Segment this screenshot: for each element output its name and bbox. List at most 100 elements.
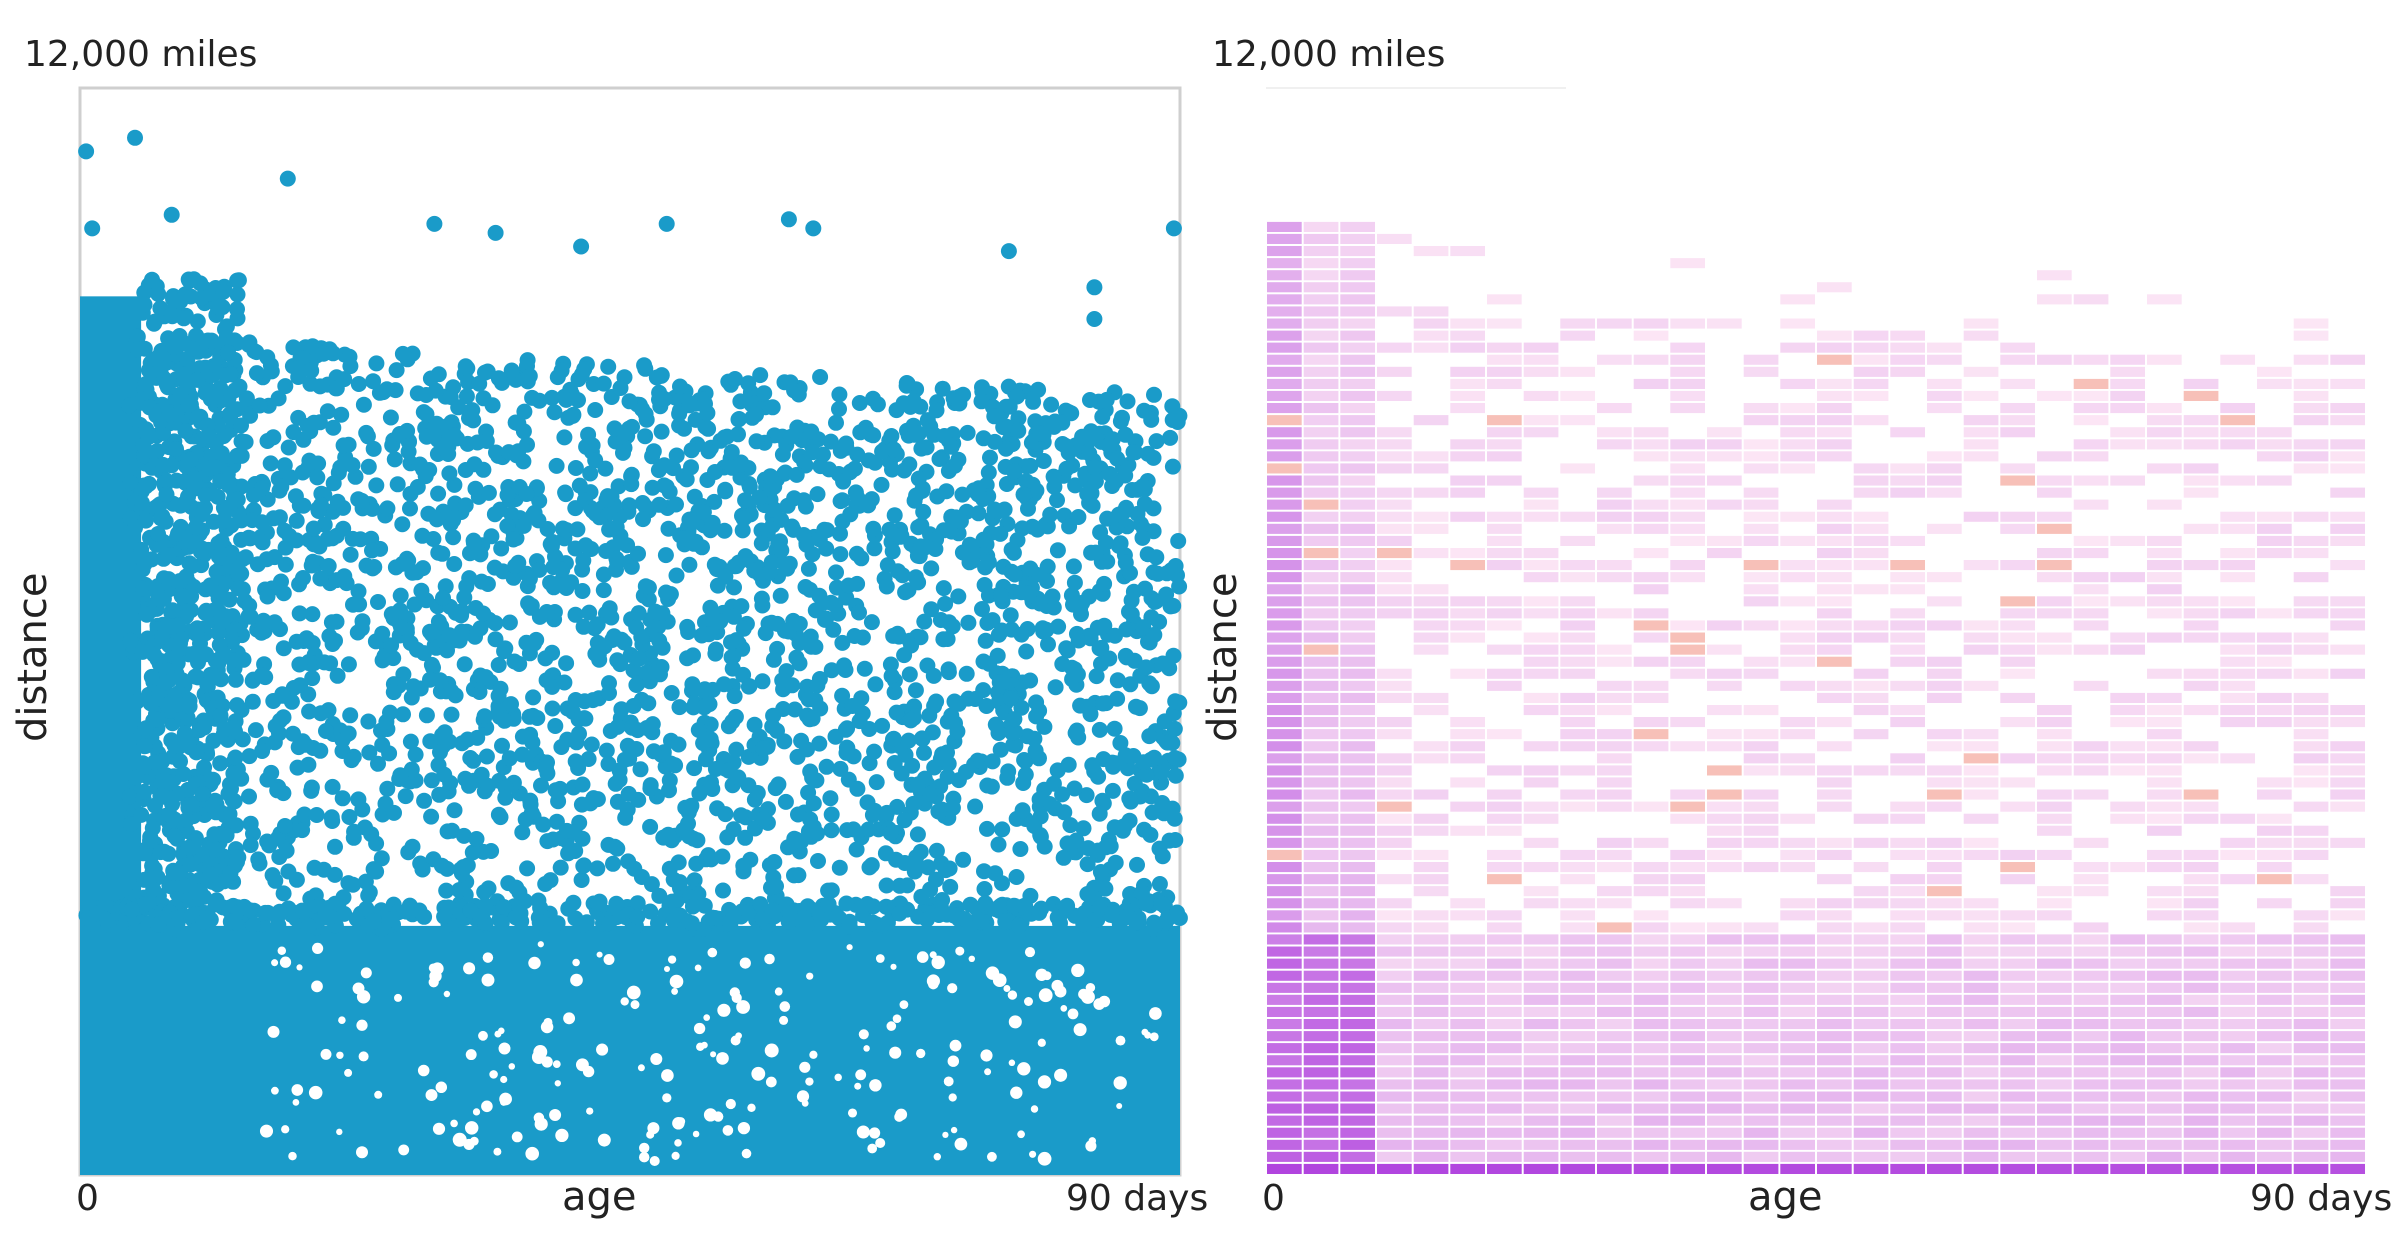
heatmap-cell [1340,668,1375,679]
scatter-point [163,206,180,223]
scatter-point [217,321,233,338]
scatter-band-gap [597,1133,611,1147]
scatter-point [935,580,952,597]
heatmap-cell [1927,596,1962,607]
scatter-band-gap [856,1125,870,1139]
heatmap-cell [2330,970,2365,981]
heatmap-cell [2220,560,2255,571]
scatter-point [194,506,210,523]
heatmap-cell [2220,1006,2255,1017]
heatmap-cell [1340,705,1375,716]
scatter-point [1000,243,1017,260]
heatmap-cell [2073,584,2109,595]
heatmap-cell [2073,1067,2109,1078]
scatter-band-gap [291,1084,304,1096]
heatmap-cell [2257,1103,2292,1114]
heatmap-cell [2073,1031,2109,1042]
scatter-point [222,776,238,793]
scatter-point [327,838,343,855]
heatmap-cell [1413,958,1449,969]
heatmap-cell [1817,511,1852,522]
heatmap-cell [1853,970,1889,981]
scatter-band-gap [1116,1102,1123,1110]
scatter-point [668,567,685,584]
heatmap-cell [2220,1163,2255,1174]
heatmap-cell [1377,668,1412,679]
heatmap-cell [2220,1031,2255,1042]
heatmap-cell [2330,837,2365,848]
heatmap-cell [1267,499,1302,510]
heatmap-cell [1927,475,1962,486]
heatmap-cell [1707,1031,1742,1042]
heatmap-cell [2293,837,2329,848]
scatter-point [859,896,876,912]
heatmap-cell [1377,692,1412,703]
scatter-point [791,655,808,672]
heatmap-cell [1450,801,1485,812]
scatter-point [538,672,555,689]
heatmap-cell [1377,837,1412,848]
heatmap-cell [2110,1151,2145,1162]
heatmap-cell [1523,560,1559,571]
scatter-point [1167,767,1184,784]
heatmap-cell [1890,874,1925,885]
scatter-band-gap [894,1111,905,1122]
heatmap-cell [1597,849,1632,860]
scatter-point [553,739,570,755]
heatmap-cell [1560,1019,1595,1030]
scatter-point [480,484,497,501]
heatmap-cell [1303,1127,1339,1138]
scatter-point [379,500,396,517]
scatter-point [668,447,685,464]
heatmap-cell [1303,560,1339,571]
scatter-band-gap [875,954,885,963]
heatmap-cell [1890,1115,1925,1126]
heatmap-cell [1523,1163,1559,1174]
heatmap-cell [2073,982,2109,993]
scatter-point [595,566,612,583]
heatmap-cell [2293,910,2329,921]
heatmap-cell [2293,705,2329,716]
heatmap-cell [2183,789,2219,800]
scatter-point [851,604,867,621]
heatmap-cell [1743,499,1779,510]
heatmap-cell [2037,994,2072,1005]
heatmap-cell [1963,1019,1999,1030]
scatter-point [571,725,587,742]
scatter-point [152,300,169,317]
scatter-point [955,851,972,868]
scatter-point [704,781,721,797]
heatmap-cell [1853,1151,1889,1162]
heatmap-cell [2000,801,2035,812]
scatter-band-gap [1149,1032,1159,1042]
scatter-point [304,670,321,687]
scatter-point [661,782,677,799]
scatter-band-gap [465,1049,477,1061]
heatmap-cell [2000,1139,2035,1150]
heatmap-cell [2183,1019,2219,1030]
heatmap-cell [1780,1019,1815,1030]
heatmap-cell [1413,862,1449,873]
heatmap-cell [1890,584,1925,595]
scatter-point [123,901,140,918]
scatter-point [886,684,903,701]
heatmap-cell [1707,970,1742,981]
scatter-point [598,491,615,508]
heatmap-cell [2330,620,2365,631]
heatmap-cell [1780,765,1815,776]
heatmap-cell [1450,898,1485,909]
heatmap-cell [2037,970,2072,981]
scatter-band-gap [469,1136,479,1146]
scatter-point [1104,478,1121,494]
heatmap-cell [1377,1103,1412,1114]
heatmap-cell [2257,1115,2292,1126]
heatmap-cell [2330,1006,2365,1017]
heatmap-cell [1413,1091,1449,1102]
heatmap-cell [1633,1043,1669,1054]
scatter-point [1153,764,1170,781]
heatmap-cell [2110,572,2145,583]
scatter-point [400,844,417,861]
heatmap-cell [2147,813,2182,824]
heatmap-cell [1890,535,1925,546]
scatter-point [625,698,642,714]
